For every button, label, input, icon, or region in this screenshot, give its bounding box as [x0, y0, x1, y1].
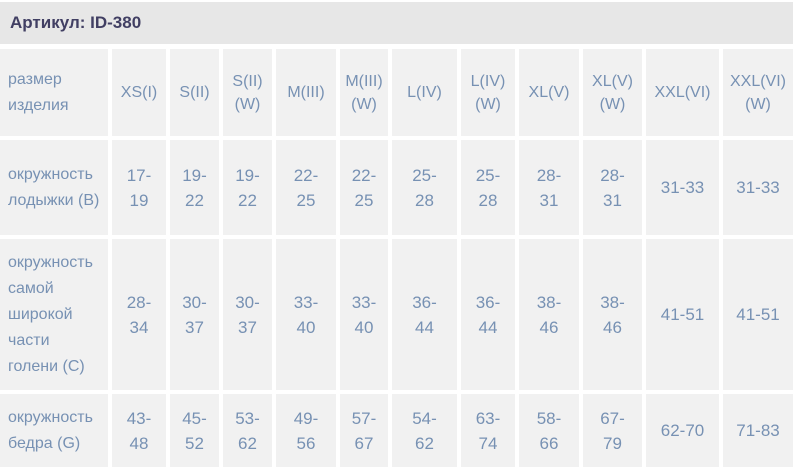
row-label-calf-circumference: окружность самой широкой части голени (C…	[0, 239, 108, 390]
size-value: 63- 74	[461, 394, 515, 467]
size-value: 36- 44	[461, 239, 515, 390]
column-header-s-ii: S(II)	[170, 49, 219, 136]
size-value: 31-33	[646, 140, 719, 235]
corner-header-product-size: размер изделия	[0, 49, 108, 136]
row-label-ankle-circumference: окружность лодыжки (B)	[0, 140, 108, 235]
size-value: 33- 40	[276, 239, 336, 390]
size-value: 62-70	[646, 394, 719, 467]
article-title: Артикул: ID-380	[10, 13, 142, 32]
size-value: 58- 66	[519, 394, 579, 467]
size-value: 33- 40	[340, 239, 388, 390]
size-value: 53- 62	[223, 394, 272, 467]
size-value: 22- 25	[276, 140, 336, 235]
column-header-l-iv: L(IV)	[392, 49, 457, 136]
size-value: 38- 46	[519, 239, 579, 390]
size-value: 71-83	[723, 394, 793, 467]
size-value: 45- 52	[170, 394, 219, 467]
size-value: 19- 22	[170, 140, 219, 235]
size-value: 25- 28	[392, 140, 457, 235]
row-label-hip-circumference: окружность бедра (G)	[0, 394, 108, 467]
column-header-m-iii-w: M(III) (W)	[340, 49, 388, 136]
size-value: 49- 56	[276, 394, 336, 467]
size-value: 30- 37	[223, 239, 272, 390]
size-value: 36- 44	[392, 239, 457, 390]
size-value: 28- 31	[583, 140, 642, 235]
column-header-xxl-vi-w: XXL(VI) (W)	[723, 49, 793, 136]
size-value: 41-51	[646, 239, 719, 390]
column-header-s-ii-w: S(II) (W)	[223, 49, 272, 136]
column-header-m-iii: M(III)	[276, 49, 336, 136]
size-value: 57- 67	[340, 394, 388, 467]
size-table: размер изделия XS(I) S(II) S(II) (W) M(I…	[0, 49, 793, 467]
column-header-xl-v-w: XL(V) (W)	[583, 49, 642, 136]
size-value: 17- 19	[112, 140, 166, 235]
column-header-l-iv-w: L(IV) (W)	[461, 49, 515, 136]
size-value: 43- 48	[112, 394, 166, 467]
column-header-xxl-vi: XXL(VI)	[646, 49, 719, 136]
size-value: 41-51	[723, 239, 793, 390]
size-value: 31-33	[723, 140, 793, 235]
size-value: 28- 34	[112, 239, 166, 390]
size-value: 25- 28	[461, 140, 515, 235]
size-value: 28- 31	[519, 140, 579, 235]
column-header-xs-i: XS(I)	[112, 49, 166, 136]
size-value: 19- 22	[223, 140, 272, 235]
size-value: 67- 79	[583, 394, 642, 467]
article-title-bar: Артикул: ID-380	[0, 2, 793, 44]
size-value: 38- 46	[583, 239, 642, 390]
size-value: 30- 37	[170, 239, 219, 390]
column-header-xl-v: XL(V)	[519, 49, 579, 136]
size-value: 54- 62	[392, 394, 457, 467]
size-value: 22- 25	[340, 140, 388, 235]
